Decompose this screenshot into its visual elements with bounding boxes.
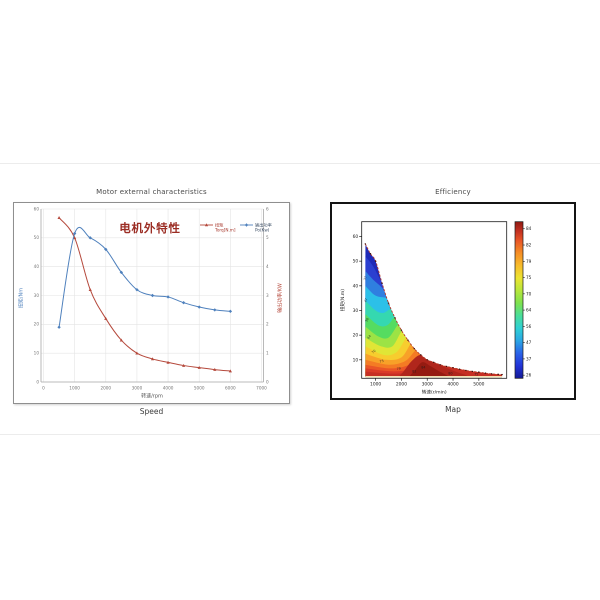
chart-inner-title: 电机外特性: [119, 221, 181, 235]
motor-characteristics-figure: 0 1000 2000 3000 4000 5000 6000 7000 0 10 20 30 40 50…: [13, 202, 290, 404]
svg-text:64: 64: [526, 308, 532, 313]
svg-text:84: 84: [421, 365, 425, 369]
colorbar: 84 82 79 75 70 64 56 47 37 26: [514, 221, 532, 379]
svg-text:Po(Kw): Po(Kw): [255, 228, 270, 233]
svg-text:3000: 3000: [422, 382, 433, 388]
svg-text:4000: 4000: [447, 382, 458, 388]
svg-text:5000: 5000: [194, 386, 205, 391]
map-x-axis-label: 转速(r/min): [422, 389, 447, 396]
svg-text:50: 50: [34, 235, 40, 240]
torque-power-chart: 0 1000 2000 3000 4000 5000 6000 700001020304050…: [18, 206, 284, 400]
envelope-dashed-line: [364, 243, 503, 376]
svg-text:20: 20: [353, 333, 359, 339]
svg-text:2000: 2000: [100, 386, 111, 391]
chart-axes: [40, 209, 264, 383]
section-divider-top: [0, 163, 600, 164]
x-axis-label: 转速/rpm: [141, 393, 163, 400]
svg-text:10: 10: [353, 357, 359, 363]
svg-text:75: 75: [474, 372, 478, 376]
svg-text:75: 75: [526, 275, 532, 280]
svg-text:50: 50: [353, 259, 359, 265]
svg-text:6: 6: [266, 206, 269, 211]
efficiency-figure-title: Efficiency: [435, 188, 471, 196]
svg-text:2: 2: [266, 322, 269, 327]
svg-text:60: 60: [353, 234, 359, 240]
efficiency-figure-caption: Map: [445, 405, 461, 414]
svg-text:输出功率: 输出功率: [255, 221, 272, 228]
svg-text:56: 56: [364, 317, 369, 322]
svg-text:6000: 6000: [225, 386, 236, 391]
svg-text:79: 79: [526, 259, 532, 264]
svg-text:79: 79: [396, 366, 401, 371]
motor-figure-caption: Speed: [139, 407, 164, 416]
svg-text:64: 64: [366, 334, 372, 340]
efficiency-map-figure: 37 47 56 64 70 75 79 82 84 80 75 1000 2000 3000 4000 50…: [330, 202, 576, 400]
svg-text:30: 30: [353, 308, 359, 314]
svg-text:2000: 2000: [396, 382, 407, 388]
svg-text:70: 70: [526, 291, 532, 296]
svg-text:0: 0: [266, 379, 269, 384]
motor-figure-title: Motor external characteristics: [96, 188, 207, 196]
map-y-axis-label: 扭矩(N.m): [339, 289, 346, 311]
svg-text:4: 4: [266, 264, 269, 269]
svg-text:47: 47: [363, 298, 368, 303]
svg-text:20: 20: [34, 322, 40, 327]
svg-text:70: 70: [371, 349, 377, 355]
svg-text:3000: 3000: [132, 386, 143, 391]
svg-text:37: 37: [363, 276, 368, 281]
svg-text:82: 82: [412, 370, 416, 374]
svg-text:5: 5: [266, 235, 269, 240]
svg-text:26: 26: [526, 373, 532, 378]
svg-text:80: 80: [448, 371, 452, 375]
svg-text:0: 0: [42, 386, 45, 391]
svg-text:1000: 1000: [370, 382, 381, 388]
y-left-axis-label: 扭矩/Nm: [18, 288, 25, 308]
svg-text:1000: 1000: [69, 386, 80, 391]
power-series: [57, 227, 233, 329]
svg-text:Torq[N.m]: Torq[N.m]: [214, 228, 236, 233]
svg-text:10: 10: [34, 351, 40, 356]
svg-text:60: 60: [34, 206, 40, 211]
svg-text:84: 84: [526, 226, 532, 231]
svg-text:40: 40: [34, 264, 40, 269]
svg-text:37: 37: [526, 356, 532, 361]
svg-text:30: 30: [34, 293, 40, 298]
svg-text:75: 75: [379, 359, 384, 364]
svg-text:扭矩: 扭矩: [215, 221, 223, 228]
torque-series: [57, 215, 232, 373]
contour-fill-region: [365, 243, 503, 378]
chart-tick-labels: 0 1000 2000 3000 4000 5000 6000 700001020304050…: [34, 206, 269, 390]
svg-text:82: 82: [526, 243, 532, 248]
section-divider-bottom: [0, 434, 600, 435]
svg-text:40: 40: [353, 283, 359, 289]
y-right-axis-label: 输出功率/KW: [277, 283, 284, 313]
svg-text:47: 47: [526, 340, 532, 345]
svg-text:5000: 5000: [473, 382, 484, 388]
map-axes: [359, 221, 508, 381]
svg-text:56: 56: [526, 324, 532, 329]
svg-text:3: 3: [266, 293, 269, 298]
svg-text:1: 1: [266, 351, 269, 356]
svg-text:0: 0: [36, 379, 39, 384]
map-tick-labels: 1000 2000 3000 4000 5000 10 20 30 40 50 60: [353, 234, 485, 388]
svg-text:4000: 4000: [163, 386, 174, 391]
svg-text:7000: 7000: [256, 386, 267, 391]
